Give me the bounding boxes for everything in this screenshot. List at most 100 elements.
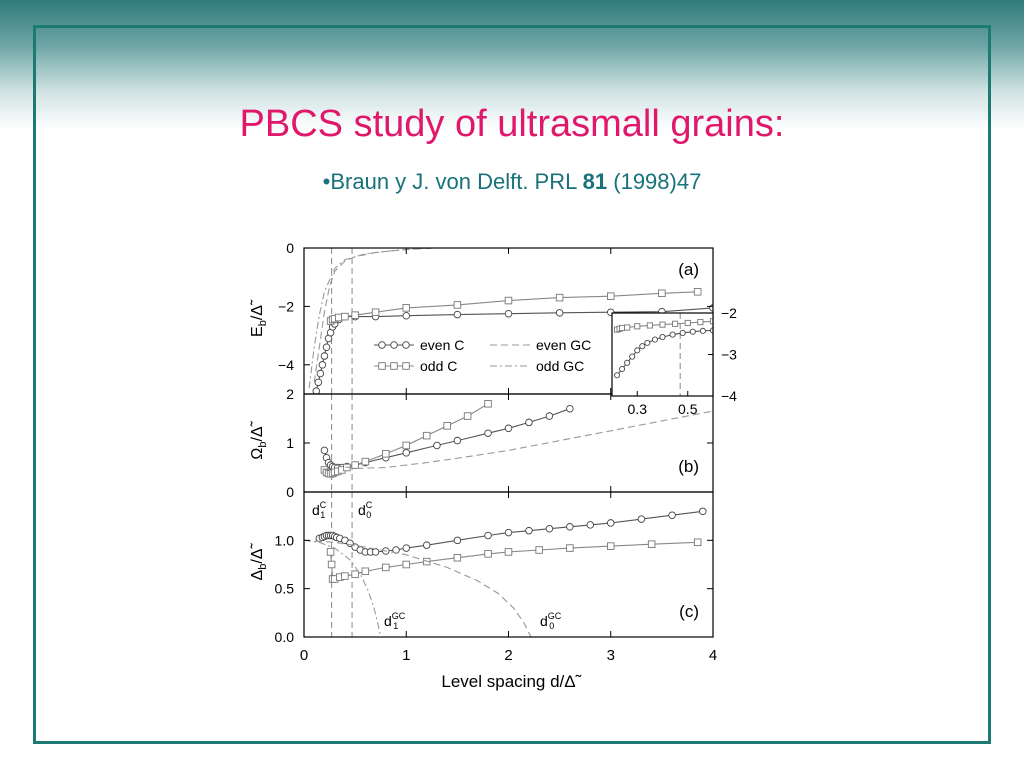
y-tick-label: 0.0 (275, 629, 295, 645)
series-line-even-gc (334, 410, 713, 470)
data-point-square (351, 311, 359, 319)
x-axis-label: Level spacing d/Δ̃ (441, 672, 581, 691)
panel-frame (303, 393, 714, 493)
data-point-circle (402, 449, 411, 457)
data-point-circle (668, 511, 676, 519)
data-point-circle (525, 526, 533, 535)
legend-label: odd GC (536, 358, 584, 374)
data-point-square (535, 546, 543, 554)
data-point-circle (699, 507, 707, 516)
legend-marker (378, 341, 386, 349)
data-point-circle (669, 331, 676, 338)
data-point-circle (586, 521, 595, 529)
series-line-even-gc (304, 539, 532, 637)
panel-c: 1.0 0.5 0.0 (c) Δb/Δ̃ dC 1 dC 0 dGC 1 dGC 0 (249, 491, 714, 645)
data-point-square (658, 289, 666, 298)
data-point-square (607, 542, 615, 550)
data-point-circle (504, 424, 513, 433)
y-axis-label: Eb/Δ̃ (249, 299, 269, 337)
reference-suffix: (1998)47 (607, 169, 702, 194)
data-point-square (684, 319, 691, 327)
data-point-square (361, 567, 370, 576)
data-point-square (327, 560, 336, 569)
legend-marker (390, 341, 398, 349)
data-point-circle (545, 524, 554, 533)
data-point-square (697, 319, 704, 326)
data-point-square (659, 321, 666, 328)
data-point-square (504, 548, 513, 556)
x-tick-label: 2 (504, 647, 512, 664)
inset-x-tick-label: 0.5 (678, 401, 698, 417)
reference-prefix: •Braun y J. von Delft. PRL (322, 169, 583, 194)
x-tick-label: 4 (709, 647, 717, 664)
data-point-circle (607, 519, 615, 527)
data-point-square (624, 324, 631, 331)
data-point-square (453, 553, 462, 562)
data-point-circle (453, 536, 462, 545)
data-point-square (371, 308, 380, 316)
data-point-circle (320, 446, 329, 455)
annotation-d: dC 1 (312, 500, 327, 520)
series-line-even-c (323, 408, 571, 469)
inset-panel: −2 −3 −4 0.3 0.5 (611, 305, 737, 417)
legend-marker (390, 362, 398, 370)
data-point-circle (639, 343, 646, 350)
data-point-square (555, 293, 564, 302)
slide-header-gradient (0, 0, 1024, 130)
y-axis-label: Ωb/Δ̃ (249, 420, 269, 459)
data-point-circle (371, 548, 380, 556)
legend-label: even C (420, 337, 464, 353)
data-point-circle (614, 372, 621, 379)
data-point-square (422, 431, 431, 440)
data-point-circle (316, 369, 325, 378)
annotation-d: dGC 1 (384, 611, 406, 631)
data-point-square (566, 544, 574, 552)
data-point-square (351, 570, 359, 578)
data-point-square (453, 301, 462, 309)
data-point-circle (566, 523, 574, 531)
legend-marker (402, 362, 410, 370)
y-tick-label: −2 (278, 298, 294, 314)
legend-marker (402, 341, 410, 349)
data-point-circle (644, 339, 651, 346)
data-point-circle (504, 309, 513, 318)
data-point-square (351, 461, 359, 469)
reference-volume: 81 (582, 169, 608, 194)
data-point-circle (320, 352, 329, 360)
data-point-circle (422, 541, 431, 549)
y-tick-label: 1.0 (275, 532, 295, 548)
data-point-circle (679, 329, 686, 336)
data-point-circle (555, 309, 564, 317)
panel-label: (c) (679, 602, 699, 621)
data-point-circle (545, 412, 554, 420)
data-point-circle (566, 404, 574, 413)
data-point-circle (689, 328, 696, 335)
x-tick-label: 3 (607, 647, 615, 664)
data-point-circle (525, 418, 533, 427)
data-point-square (402, 560, 411, 569)
data-point-circle (484, 429, 492, 437)
data-point-square (693, 288, 702, 296)
data-point-square (382, 563, 390, 572)
data-point-circle (619, 365, 626, 373)
data-point-circle (651, 336, 658, 343)
data-point-circle (322, 343, 331, 352)
data-point-square (647, 540, 656, 548)
data-point-circle (624, 359, 631, 366)
data-point-circle (402, 544, 411, 552)
panel-label: (b) (678, 457, 699, 476)
data-point-square (402, 304, 411, 312)
data-point-square (484, 550, 492, 558)
y-axis-label: Δb/Δ̃ (249, 543, 269, 581)
y-tick-label: 0 (286, 484, 294, 500)
data-point-circle (402, 311, 411, 320)
inset-y-tick-label: −4 (721, 388, 737, 404)
data-point-circle (637, 515, 646, 523)
data-point-square (341, 312, 349, 321)
data-point-square (709, 318, 713, 325)
data-point-circle (453, 436, 462, 445)
data-point-circle (314, 378, 323, 387)
data-point-square (335, 313, 343, 322)
data-point-circle (629, 353, 636, 360)
data-point-square (443, 422, 451, 430)
